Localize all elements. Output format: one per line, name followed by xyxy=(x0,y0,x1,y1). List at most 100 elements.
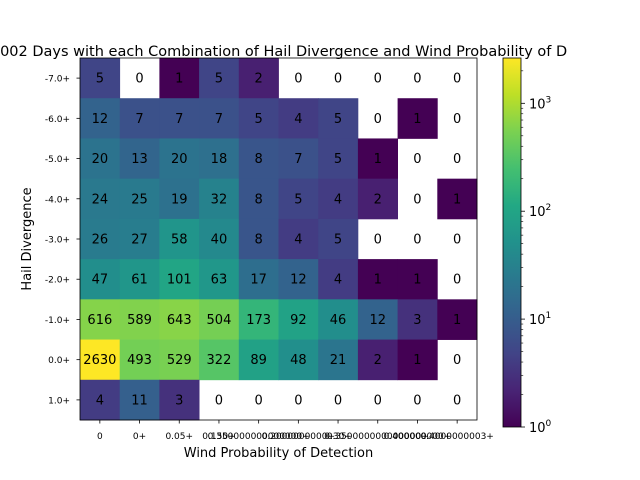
heatmap-cell xyxy=(199,299,240,340)
cell-value: 0 xyxy=(334,393,342,408)
heatmap-cell xyxy=(318,218,359,260)
cell-value: 0 xyxy=(374,393,382,408)
cell-value: 0 xyxy=(453,152,461,167)
y-tick-label: -5.0+ xyxy=(45,155,70,165)
cell-value: 7 xyxy=(215,112,223,127)
y-tick-label: -3.0+ xyxy=(45,236,70,246)
cell-value: 0 xyxy=(374,112,382,127)
colorbar: 100 101 102 103 xyxy=(502,57,552,436)
cell-value: 3 xyxy=(413,313,421,328)
cell-value: 2 xyxy=(374,353,382,368)
cell-value: 20 xyxy=(171,152,188,167)
cell-value: 1 xyxy=(453,313,461,328)
cell-value: 17 xyxy=(250,273,267,288)
heatmap-cell xyxy=(357,339,398,381)
heatmap-cell xyxy=(119,138,160,180)
heatmap-cell xyxy=(357,178,398,220)
cell-value: 1 xyxy=(374,152,382,167)
cell-value: 0 xyxy=(413,152,421,167)
heatmap-cell xyxy=(199,339,240,381)
cell-value: 4 xyxy=(294,112,302,127)
cell-value: 1 xyxy=(413,273,421,288)
cell-value: 46 xyxy=(330,313,347,328)
cell-value: 5 xyxy=(334,233,342,248)
heatmap-cell xyxy=(238,339,279,381)
heatmap-cell xyxy=(278,218,319,260)
cell-value: 0 xyxy=(334,72,342,87)
heatmap-cell xyxy=(159,98,200,139)
heatmap-cell xyxy=(278,339,319,381)
x-tick-label: 0.350000000000000+ xyxy=(208,432,310,442)
cell-value: 4 xyxy=(334,273,342,288)
cell-value: 63 xyxy=(211,273,228,288)
cell-value: 643 xyxy=(167,313,192,328)
y-axis-ticks: -7.0+ -6.0+ -5.0+ -4.0+ -3.0+ -2.0+ -1.0+ 0.0+ 1… xyxy=(45,75,80,406)
cell-value: 21 xyxy=(330,353,347,368)
cell-value: 1 xyxy=(413,112,421,127)
cell-value: 1 xyxy=(374,273,382,288)
heatmap-cell xyxy=(238,98,279,139)
cell-value: 4 xyxy=(96,393,104,408)
cell-value: 4 xyxy=(294,233,302,248)
cell-value: 48 xyxy=(290,353,307,368)
cell-value: 7 xyxy=(175,112,183,127)
x-tick-label: 0.2000000000+ xyxy=(262,432,335,442)
cell-value: 5 xyxy=(215,72,223,87)
heatmap-cell xyxy=(159,218,200,260)
colorbar-gradient xyxy=(502,57,522,428)
cell-labels: 5 0 1 5 2 0 0 0 0 012 7 7 7 5 4 5 0 1 020 13 20 18 8 7 5 1 0 024 25 1… xyxy=(83,72,461,409)
cell-value: 40 xyxy=(211,233,228,248)
heatmap-cell xyxy=(199,98,240,139)
heatmap-cell xyxy=(397,259,438,300)
heatmap-cell xyxy=(278,259,319,300)
heatmap-cell xyxy=(119,339,160,381)
heatmap-cell xyxy=(80,259,121,300)
heatmap-cell xyxy=(80,58,121,99)
heatmap-cell xyxy=(199,138,240,180)
cell-value: 7 xyxy=(294,152,302,167)
cell-value: 0 xyxy=(215,393,223,408)
cell-value: 2 xyxy=(374,192,382,207)
colorbar-tick-label: 103 xyxy=(529,95,551,112)
heatmap-cell xyxy=(238,218,279,260)
cell-value: 0 xyxy=(413,72,421,87)
cell-value: 504 xyxy=(207,313,232,328)
cell-value: 58 xyxy=(171,233,188,248)
cell-value: 0 xyxy=(453,233,461,248)
heatmap-cell xyxy=(318,178,359,220)
colorbar-tick-label: 102 xyxy=(529,203,551,220)
cell-value: 0 xyxy=(294,72,302,87)
cell-value: 5 xyxy=(294,192,302,207)
cell-value: 61 xyxy=(131,273,148,288)
heatmap-cell xyxy=(318,339,359,381)
cell-value: 12 xyxy=(369,313,386,328)
x-axis-label: Wind Probability of Detection xyxy=(184,446,373,461)
heatmap-cell xyxy=(238,178,279,220)
cell-value: 7 xyxy=(135,112,143,127)
cell-value: 19 xyxy=(171,192,188,207)
cell-value: 24 xyxy=(92,192,109,207)
cell-value: 32 xyxy=(211,192,228,207)
heatmap-cell xyxy=(80,299,121,340)
cell-value: 0 xyxy=(413,233,421,248)
cell-value: 20 xyxy=(92,152,109,167)
heatmap-cell xyxy=(278,138,319,180)
cell-value: 8 xyxy=(255,152,263,167)
cell-value: 616 xyxy=(87,313,112,328)
heatmap-cell xyxy=(119,218,160,260)
cell-value: 47 xyxy=(92,273,109,288)
cell-value: 5 xyxy=(255,112,263,127)
cell-value: 493 xyxy=(127,353,152,368)
y-tick-label: -6.0+ xyxy=(45,115,70,125)
heatmap-cell xyxy=(238,138,279,180)
heatmap-cell xyxy=(80,339,121,381)
heatmap-cell xyxy=(397,339,438,381)
cell-value: 18 xyxy=(211,152,228,167)
heatmap-cell xyxy=(318,259,359,300)
cell-value: 0 xyxy=(294,393,302,408)
heatmap-cell xyxy=(199,58,240,99)
heatmap-cells xyxy=(80,58,478,421)
cell-value: 2630 xyxy=(83,353,116,368)
cell-value: 8 xyxy=(255,192,263,207)
